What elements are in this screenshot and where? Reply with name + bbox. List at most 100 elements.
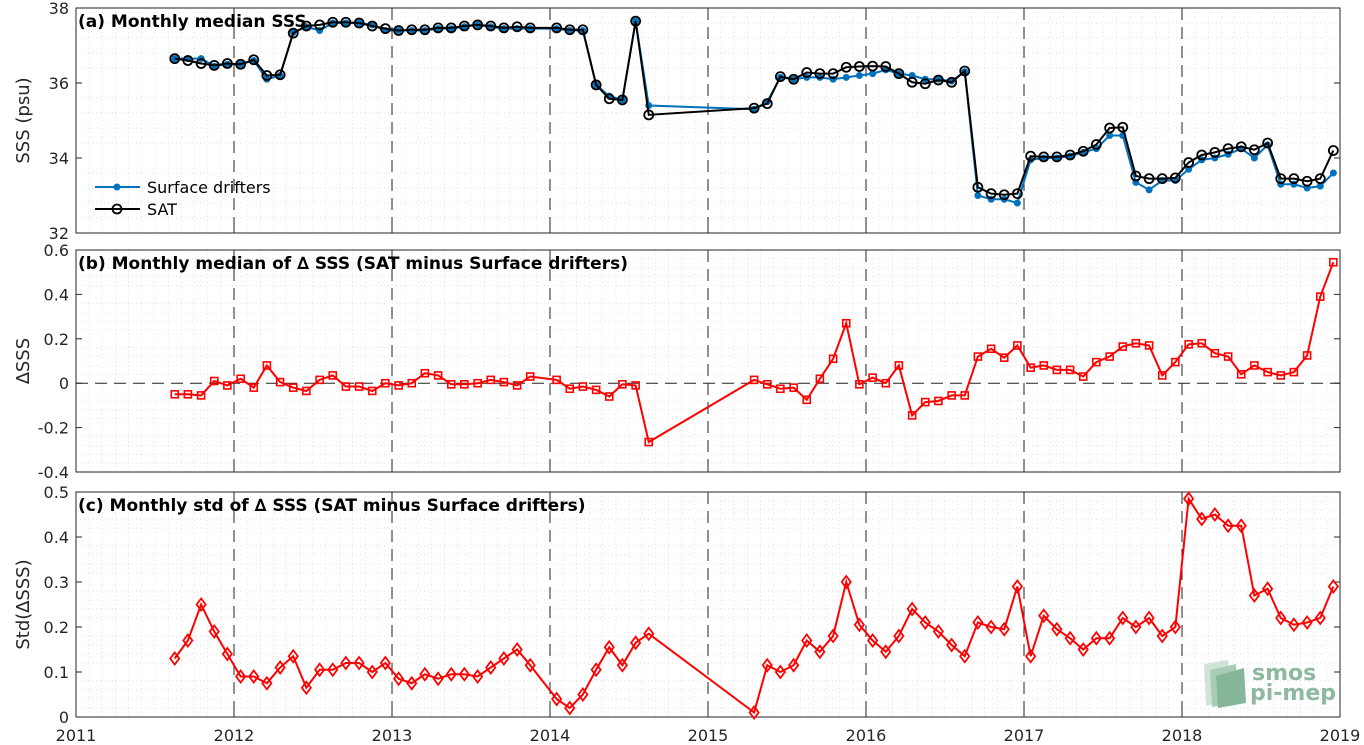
y-tick-label: 0.5 xyxy=(44,483,69,502)
data-point xyxy=(907,411,917,420)
data-point xyxy=(1209,507,1221,522)
data-point xyxy=(1038,151,1050,163)
data-point xyxy=(1314,173,1326,185)
data-point xyxy=(985,188,997,200)
x-tick-label: 2011 xyxy=(56,726,97,745)
legend-label: Surface drifters xyxy=(147,178,271,197)
y-tick-label: 36 xyxy=(49,74,69,93)
series-delta-sss xyxy=(169,491,1339,720)
data-point xyxy=(1130,170,1142,182)
data-point xyxy=(261,675,273,691)
data-point xyxy=(314,662,326,678)
data-point xyxy=(1025,150,1037,162)
legend-marker xyxy=(113,183,121,191)
data-point xyxy=(525,372,535,381)
data-point xyxy=(802,395,812,405)
data-point xyxy=(932,74,944,86)
data-point xyxy=(182,55,194,66)
y-tick-label: 0.1 xyxy=(44,663,69,682)
data-point xyxy=(616,94,628,106)
panel-b: -0.4 -0.2 0 0.2 0.4 0.6 ∆SSS (b) Monthly median… xyxy=(13,241,1341,482)
data-point xyxy=(788,657,800,673)
data-point xyxy=(590,79,602,91)
data-point xyxy=(604,392,614,401)
data-point xyxy=(1288,617,1300,633)
data-point xyxy=(974,192,982,199)
data-point xyxy=(1077,145,1089,157)
data-point xyxy=(748,705,760,720)
data-point xyxy=(1025,648,1037,664)
x-tick-label: 2014 xyxy=(530,726,571,745)
data-point xyxy=(643,626,655,642)
data-point xyxy=(248,669,260,684)
data-point xyxy=(275,377,285,387)
data-point xyxy=(1184,340,1193,349)
data-point xyxy=(551,22,563,34)
data-point xyxy=(1301,175,1313,187)
data-point xyxy=(603,93,615,105)
data-point xyxy=(1038,608,1050,624)
data-point xyxy=(1144,341,1154,350)
data-point xyxy=(644,437,654,447)
data-point xyxy=(1156,173,1168,185)
data-point xyxy=(972,181,984,193)
y-tick-label: 0.4 xyxy=(44,285,69,304)
data-point xyxy=(196,391,206,400)
y-tick-label: -0.4 xyxy=(38,463,69,482)
data-point xyxy=(407,378,417,388)
data-point xyxy=(1064,630,1076,646)
data-point xyxy=(221,58,233,69)
data-point xyxy=(1197,338,1207,348)
logo-text-smos: smos xyxy=(1252,661,1316,686)
data-point xyxy=(603,639,615,655)
data-point xyxy=(1262,581,1274,597)
data-point xyxy=(379,655,391,671)
data-point xyxy=(1145,186,1153,194)
data-point xyxy=(1327,145,1339,156)
data-point xyxy=(590,662,602,678)
data-point xyxy=(394,381,403,390)
data-point xyxy=(393,25,405,36)
data-point xyxy=(1026,363,1035,372)
data-point xyxy=(512,381,522,390)
data-point xyxy=(300,20,312,32)
data-point xyxy=(1131,338,1141,348)
data-point xyxy=(1275,173,1287,185)
data-point xyxy=(1117,610,1129,626)
data-point xyxy=(880,644,892,660)
data-point xyxy=(433,371,443,380)
data-point xyxy=(841,318,851,328)
data-point xyxy=(1250,154,1258,162)
data-point xyxy=(300,680,312,696)
data-point xyxy=(1222,143,1234,155)
data-point xyxy=(235,58,247,70)
data-point xyxy=(340,655,352,671)
data-point xyxy=(814,644,826,660)
data-point xyxy=(762,380,772,389)
data-point xyxy=(302,386,311,396)
data-point xyxy=(788,73,800,85)
data-point xyxy=(170,389,180,399)
data-point xyxy=(406,675,418,691)
data-point xyxy=(894,361,904,370)
data-point xyxy=(631,381,640,390)
data-point xyxy=(1288,173,1300,185)
data-point xyxy=(932,624,944,639)
data-point xyxy=(920,397,930,407)
data-point xyxy=(288,383,298,392)
data-point xyxy=(485,20,497,32)
data-point xyxy=(209,376,219,386)
data-point xyxy=(195,58,207,69)
data-point xyxy=(643,109,655,121)
data-point xyxy=(591,385,601,395)
data-point xyxy=(867,60,879,72)
data-point xyxy=(248,54,260,66)
data-point xyxy=(366,20,378,32)
data-point xyxy=(1169,619,1181,635)
data-point xyxy=(1248,144,1260,156)
data-point xyxy=(577,687,589,702)
data-point xyxy=(1157,371,1167,380)
data-point xyxy=(1065,365,1075,375)
data-point xyxy=(249,383,259,392)
